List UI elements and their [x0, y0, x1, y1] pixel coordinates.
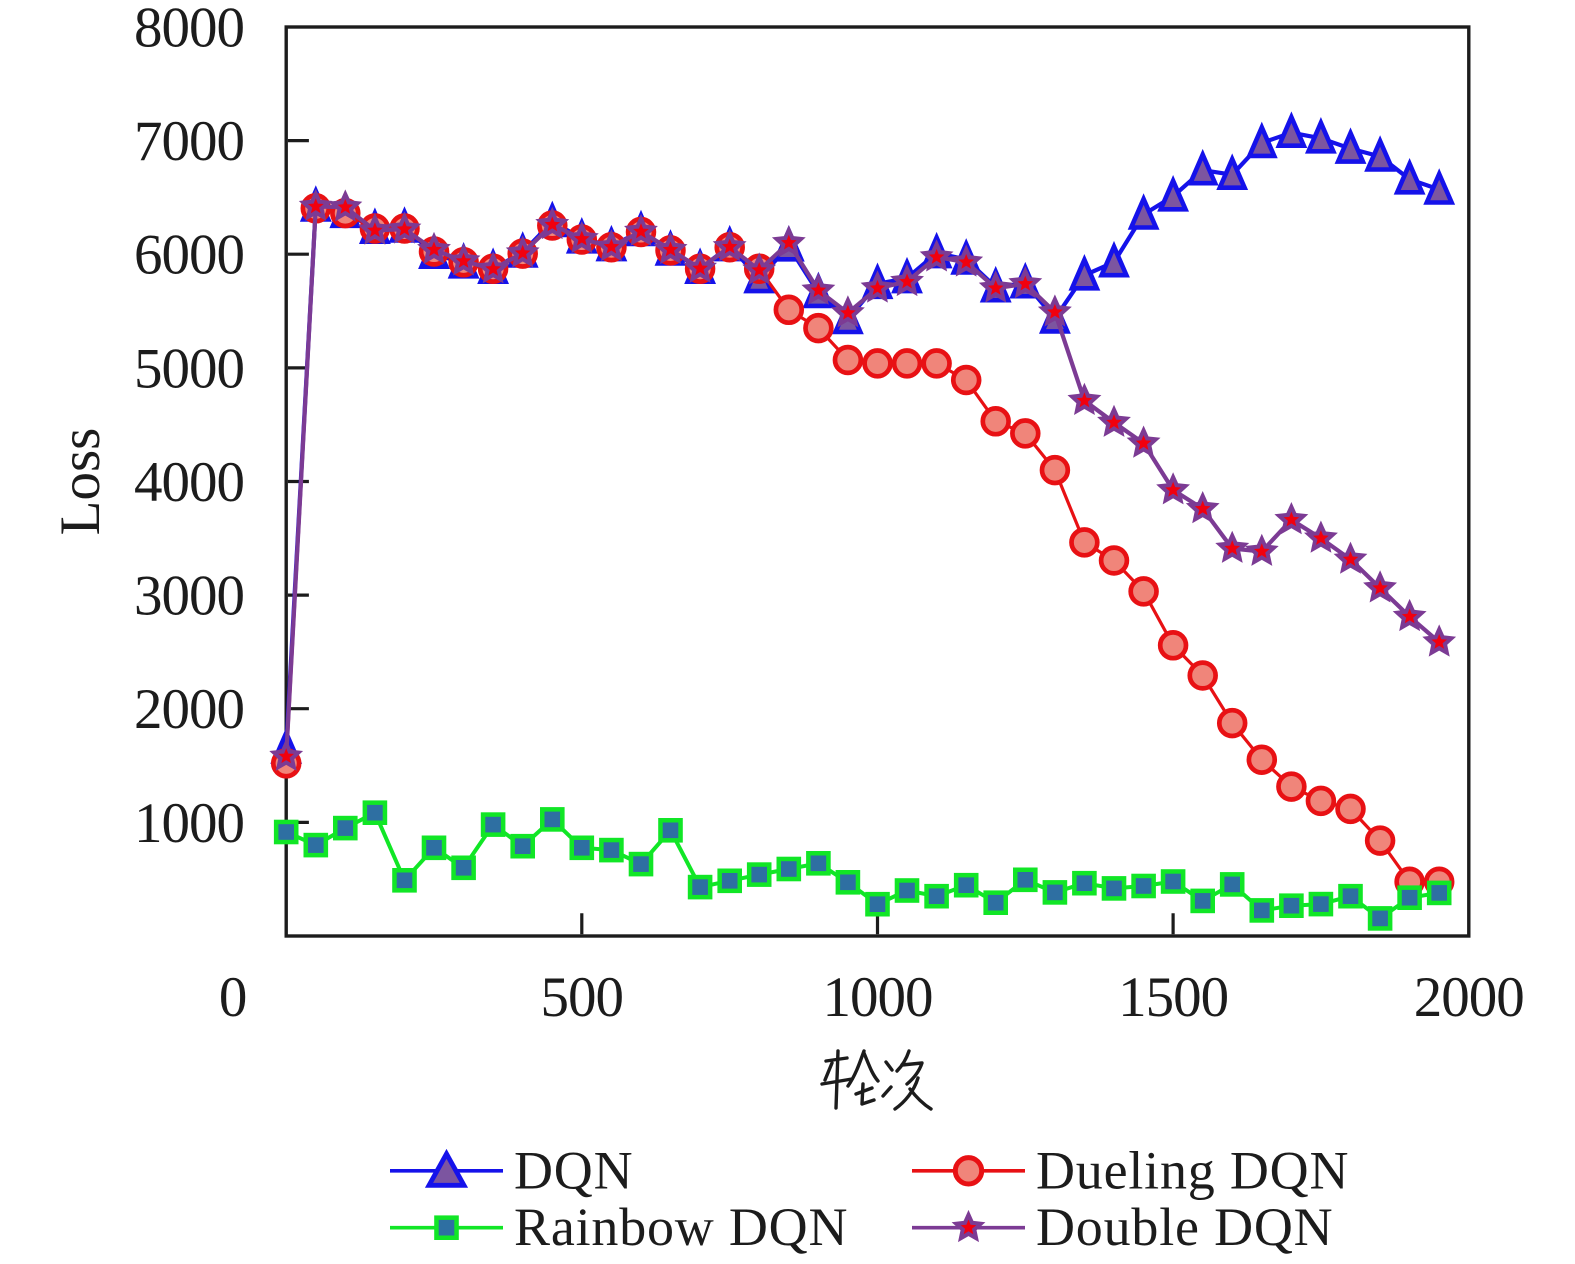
- svg-text:Loss: Loss: [49, 428, 112, 536]
- svg-text:4000: 4000: [134, 451, 244, 514]
- svg-text:5000: 5000: [134, 337, 244, 400]
- svg-text:DQN: DQN: [514, 1140, 633, 1200]
- svg-text:7000: 7000: [134, 110, 244, 173]
- svg-text:Dueling DQN: Dueling DQN: [1036, 1140, 1349, 1200]
- svg-text:1000: 1000: [134, 792, 244, 855]
- svg-text:1000: 1000: [823, 966, 933, 1029]
- svg-text:3000: 3000: [134, 565, 244, 628]
- svg-text:6000: 6000: [134, 224, 244, 287]
- svg-text:8000: 8000: [134, 0, 244, 60]
- svg-text:500: 500: [541, 966, 624, 1029]
- svg-text:2000: 2000: [1414, 966, 1524, 1029]
- svg-text:Rainbow DQN: Rainbow DQN: [514, 1197, 848, 1257]
- svg-text:Double DQN: Double DQN: [1036, 1197, 1333, 1257]
- svg-text:1500: 1500: [1118, 966, 1228, 1029]
- svg-text:0: 0: [219, 966, 247, 1029]
- svg-text:2000: 2000: [134, 678, 244, 741]
